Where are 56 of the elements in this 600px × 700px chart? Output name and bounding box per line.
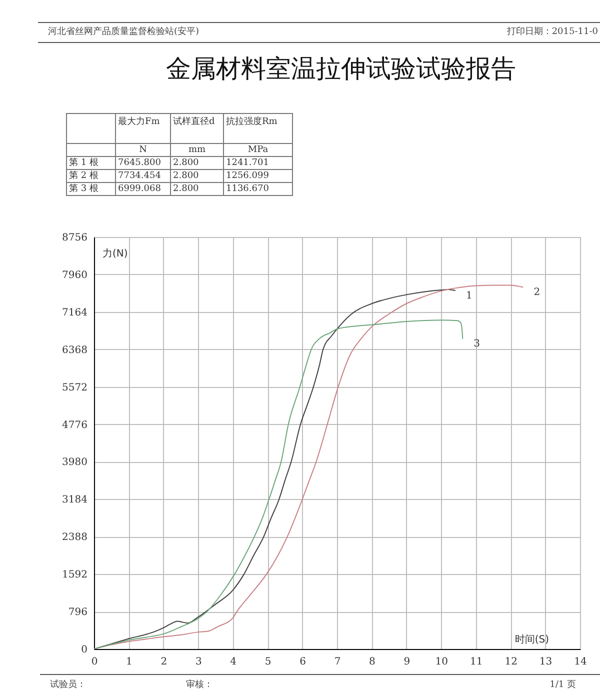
y-tick-label: 7960 xyxy=(62,270,88,281)
text: mm xyxy=(188,144,206,154)
text: 金属材料室温拉伸试验试验报告 xyxy=(165,53,517,85)
text: 6999.068 xyxy=(118,184,161,194)
text: 7645.800 xyxy=(118,158,161,168)
y-tick-label: 0 xyxy=(81,644,88,656)
x-tick-label: 9 xyxy=(404,656,410,668)
x-tick-label: 13 xyxy=(539,656,552,668)
category-label: 最大力Fm xyxy=(116,114,170,144)
text: 试验员： xyxy=(50,678,86,691)
text: 1136.670 xyxy=(226,184,269,194)
text: MPa xyxy=(248,144,268,154)
series-label: 1 xyxy=(466,290,472,302)
x-tick-label: 14 xyxy=(574,656,587,668)
category-label: 第 3 根 xyxy=(69,184,98,194)
series-label: 2 xyxy=(534,287,540,298)
text: 2.800 xyxy=(173,158,199,168)
y-tick-label: 4776 xyxy=(62,420,88,431)
x-tick-label: 5 xyxy=(264,656,272,668)
y-axis-title: 力(N) xyxy=(102,248,128,260)
category-label: 第 2 根 xyxy=(69,170,98,180)
x-tick-label: 3 xyxy=(195,656,202,668)
y-tick-label: 2388 xyxy=(62,532,88,544)
text: 1241.701 xyxy=(226,158,269,168)
y-tick-label: 1592 xyxy=(62,570,88,581)
y-tick-label: 3980 xyxy=(62,457,88,468)
x-tick-label: 1 xyxy=(126,656,132,668)
text: N xyxy=(139,144,147,154)
x-tick-label: 7 xyxy=(334,656,341,668)
x-tick-label: 6 xyxy=(300,656,306,668)
x-tick-label: 0 xyxy=(91,656,98,668)
y-tick-label: 3184 xyxy=(62,494,88,506)
x-tick-label: 10 xyxy=(435,656,448,668)
text: 2.800 xyxy=(173,184,199,194)
category-label: 抗拉强度Rm xyxy=(224,114,292,144)
y-tick-label: 796 xyxy=(68,607,88,618)
text: 7734.454 xyxy=(118,170,161,180)
x-tick-label: 12 xyxy=(504,656,518,668)
text: 打印日期：2015-11-0 xyxy=(506,26,598,38)
x-tick-label: 2 xyxy=(160,656,168,668)
category-label: 试样直径d xyxy=(170,114,224,144)
y-tick-label: 6368 xyxy=(62,344,88,356)
category-label: 第 1 根 xyxy=(69,158,98,168)
x-tick-label: 11 xyxy=(470,656,483,668)
x-tick-label: 8 xyxy=(369,656,376,668)
series-label: 3 xyxy=(474,338,480,350)
y-tick-label: 8756 xyxy=(62,232,88,244)
text: 1/1 页 xyxy=(550,679,576,691)
y-tick-label: 5572 xyxy=(62,382,88,394)
text: 2.800 xyxy=(173,170,199,180)
x-tick-label: 4 xyxy=(230,656,237,668)
text: 审核： xyxy=(186,678,213,691)
y-tick-label: 7164 xyxy=(62,307,88,318)
x-axis-title: 时间(S) xyxy=(514,634,550,646)
text: 河北省丝网产品质量监督检验站(安平) xyxy=(48,26,200,38)
text: 1256.099 xyxy=(226,170,269,180)
